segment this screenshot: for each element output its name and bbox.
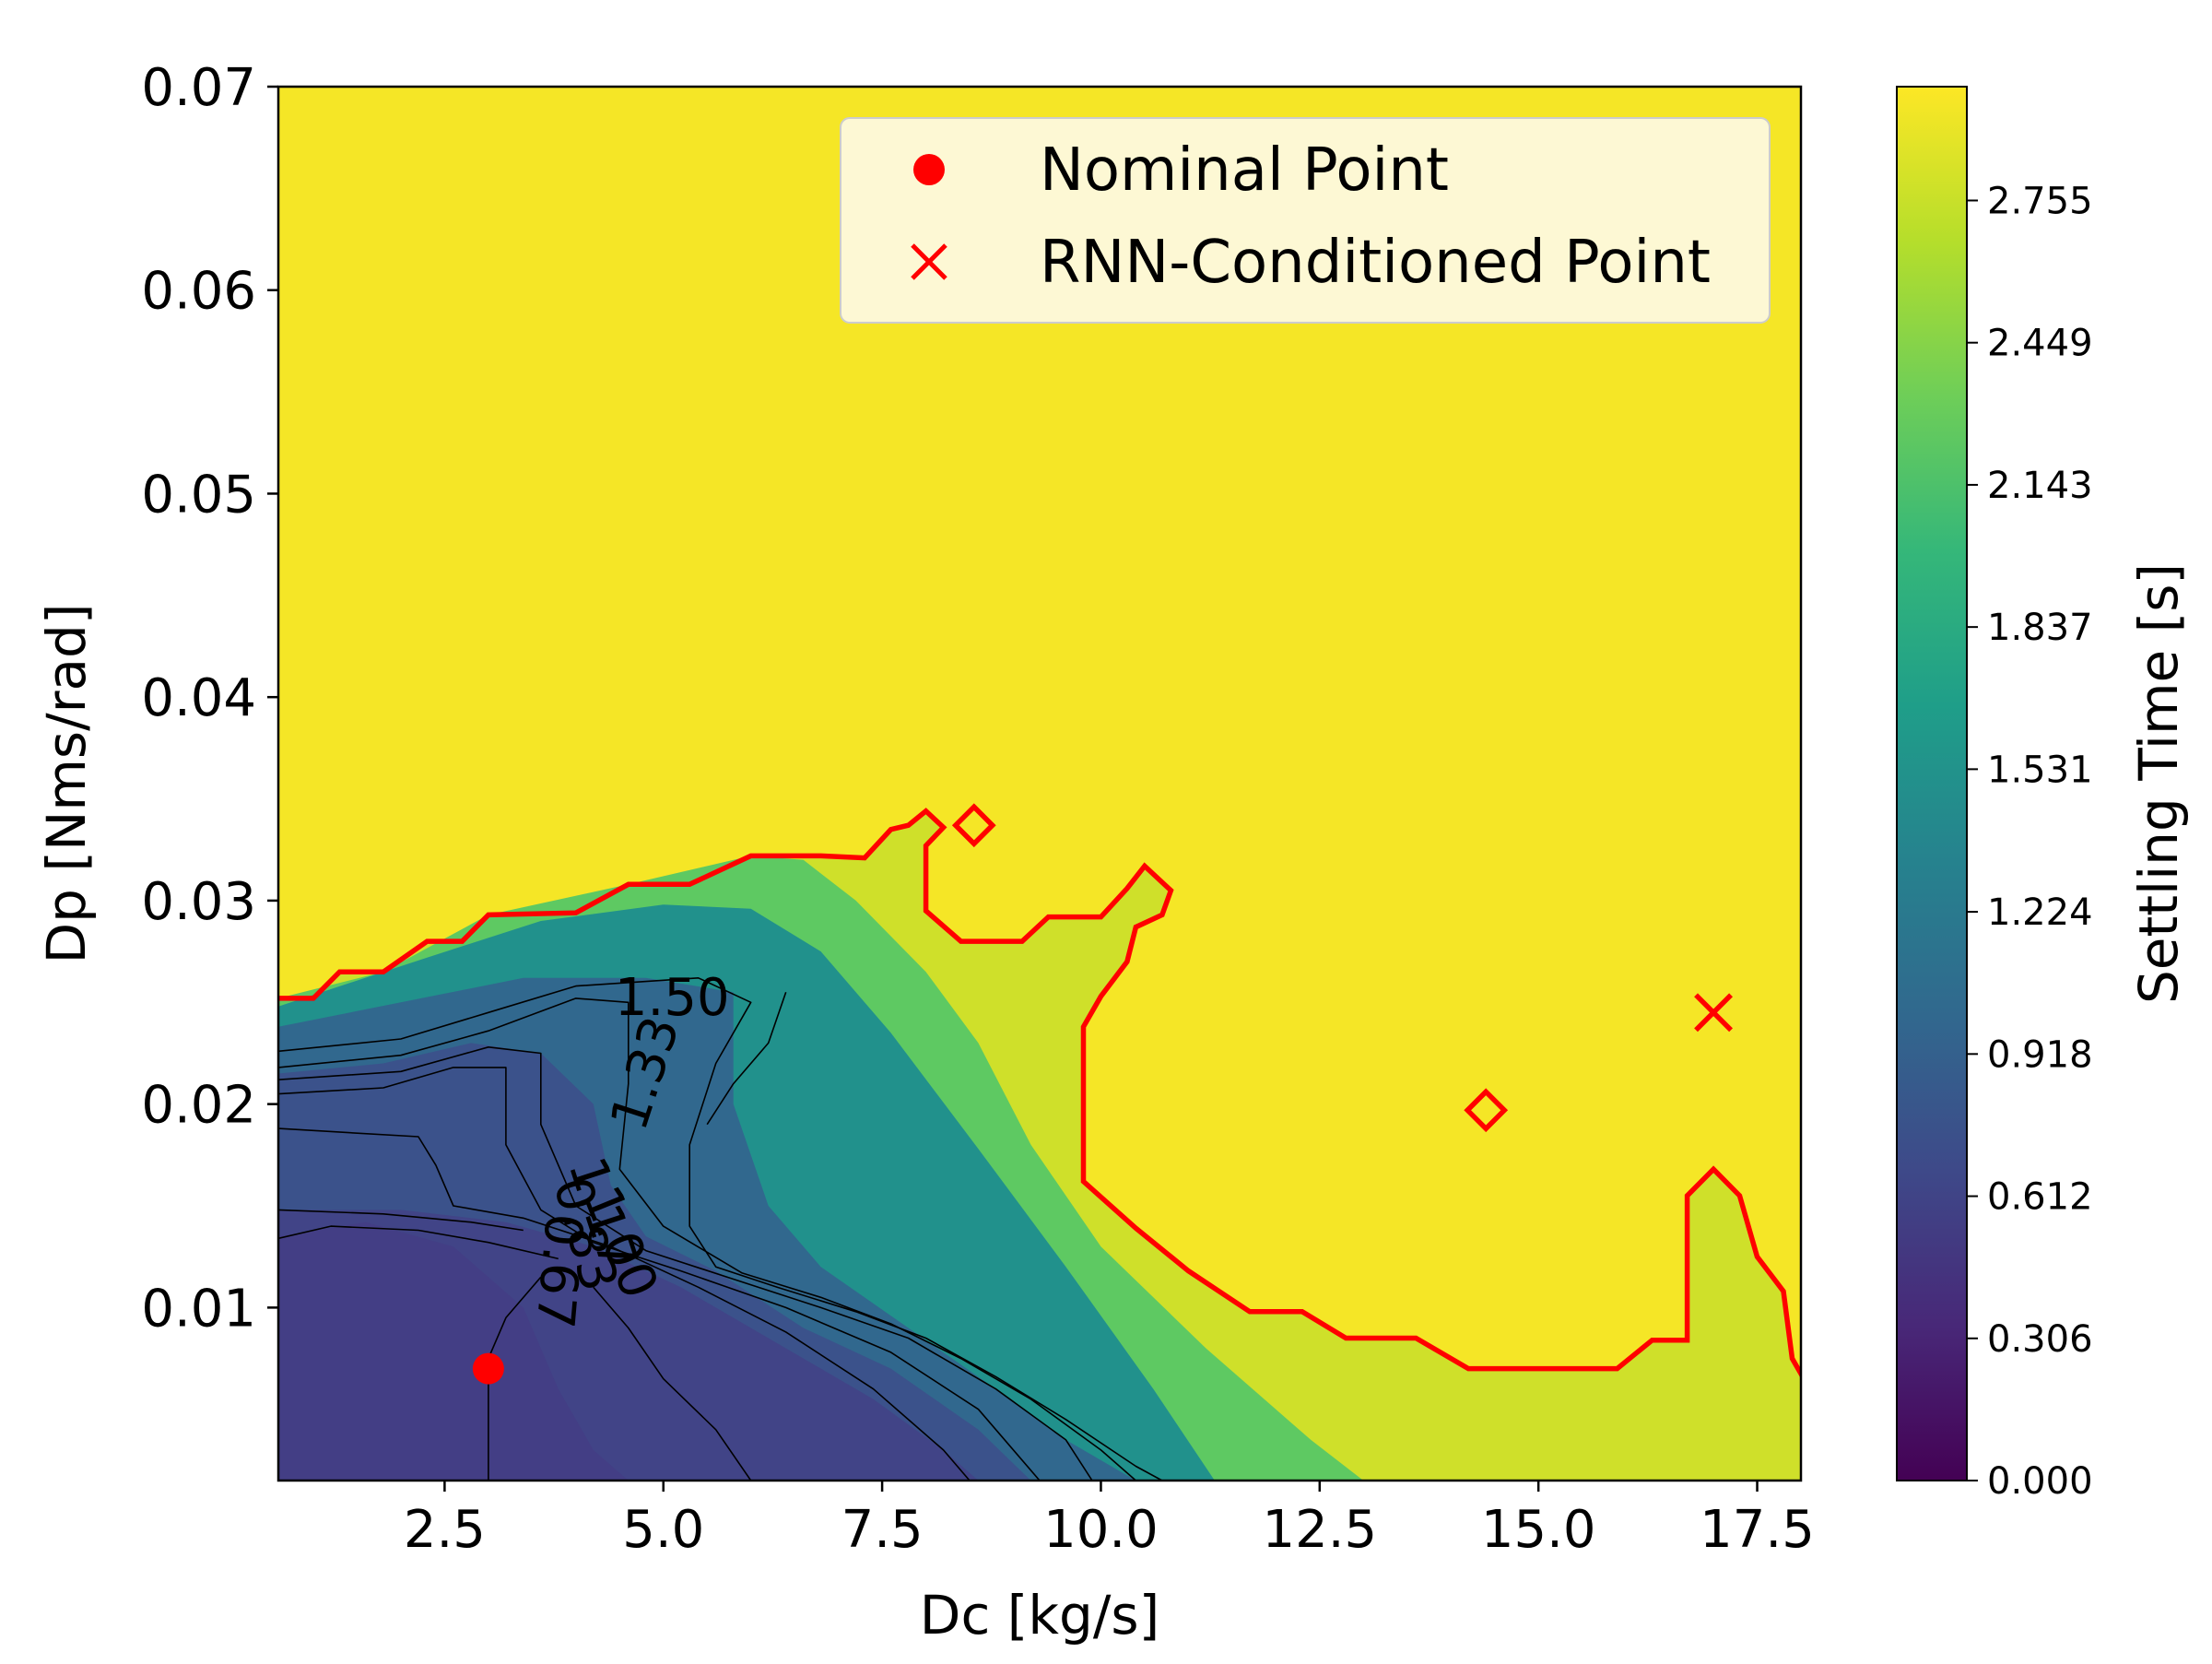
settling-boundary (278, 803, 1801, 1379)
contour-line-0 (278, 977, 1163, 1481)
cbar-tick-label-5: 1.531 (1987, 749, 2093, 791)
legend-rnn-marker (911, 243, 947, 280)
cbar-tick-label-7: 2.143 (1987, 465, 2093, 507)
contour-line-9 (706, 991, 787, 1126)
cbar-tick-label-0: 0.000 (1987, 1460, 2093, 1503)
contour-label-0: 1.50 (615, 968, 730, 1028)
contour-line-8 (593, 1286, 752, 1481)
rnn-x-stroke-b (1694, 993, 1734, 1033)
x-axis: 2.5 5.0 7.5 10.0 12.5 15.0 17.5 (404, 1481, 1815, 1560)
legend: Nominal Point RNN-Conditioned Point (840, 117, 1771, 324)
x-tick-label-6: 17.5 (1700, 1500, 1815, 1560)
y-tick-label-4: 0.05 (141, 465, 256, 525)
colorbar: 0.000 0.306 0.612 0.918 1.224 1.531 1.837 2.143… (1896, 86, 2190, 1503)
boundary-line (278, 808, 1801, 1379)
x-tick-label-3: 10.0 (1043, 1500, 1159, 1560)
nominal-point (472, 1352, 504, 1385)
legend-rnn-label: RNN-Conditioned Point (1040, 229, 1711, 297)
contour-lines (278, 977, 1163, 1481)
cbar-tick-label-9: 2.755 (1987, 180, 2093, 222)
legend-box (840, 117, 1771, 324)
contour-line-3 (278, 1067, 1041, 1481)
y-tick-label-2: 0.03 (141, 872, 256, 932)
y-axis-label: Dp [Nms/rad] (35, 603, 98, 963)
cbar-tick-label-2: 0.612 (1987, 1176, 2093, 1219)
contour-line-4 (278, 1127, 971, 1481)
y-axis: 0.01 0.02 0.03 0.04 0.05 0.06 0.07 (141, 58, 278, 1339)
rnn-conditioned-point (1694, 993, 1734, 1033)
plot-frame (276, 85, 1803, 1482)
contour-line-2 (278, 1046, 1093, 1481)
boundary-island-0 (951, 803, 996, 848)
colorbar-gradient (1897, 87, 1967, 1481)
y-tick-label-6: 0.07 (141, 58, 256, 118)
colorbar-label: Settling Time [s] (2127, 563, 2190, 1004)
x-tick-label-5: 15.0 (1481, 1500, 1596, 1560)
y-tick-label-1: 0.02 (141, 1076, 256, 1136)
point-markers (472, 993, 1734, 1385)
x-tick-label-2: 7.5 (841, 1500, 924, 1560)
region-deep (278, 1221, 629, 1481)
contour-label-5: 0.67 (524, 1211, 594, 1331)
colorbar-frame (1896, 86, 1968, 1481)
contour-line-6 (278, 1225, 559, 1260)
contour-line-5 (278, 1209, 524, 1232)
colorbar-ticks: 0.000 0.306 0.612 0.918 1.224 1.531 1.837 2.143… (1967, 180, 2093, 1503)
x-tick-label-0: 2.5 (404, 1500, 486, 1560)
cbar-tick-label-8: 2.449 (1987, 323, 2093, 365)
legend-nominal-marker (913, 154, 945, 185)
y-tick-label-3: 0.04 (141, 668, 256, 728)
x-tick-label-4: 12.5 (1262, 1500, 1377, 1560)
y-tick-label-5: 0.06 (141, 262, 256, 322)
boundary-island-1 (1464, 1088, 1509, 1133)
cbar-tick-label-4: 1.224 (1987, 891, 2093, 934)
legend-nominal-label: Nominal Point (1040, 136, 1449, 205)
contour-line-1 (278, 997, 1136, 1481)
y-tick-label-0: 0.01 (141, 1279, 256, 1339)
contour-fill (278, 810, 1801, 1481)
x-axis-label: Dc [kg/s] (920, 1584, 1159, 1646)
cbar-tick-label-1: 0.306 (1987, 1318, 2093, 1361)
cbar-tick-label-3: 0.918 (1987, 1033, 2093, 1076)
contour-labels: 1.501.331.171.000.830.67 (524, 968, 730, 1331)
cbar-tick-label-6: 1.837 (1987, 607, 2093, 649)
x-tick-label-1: 5.0 (622, 1500, 704, 1560)
